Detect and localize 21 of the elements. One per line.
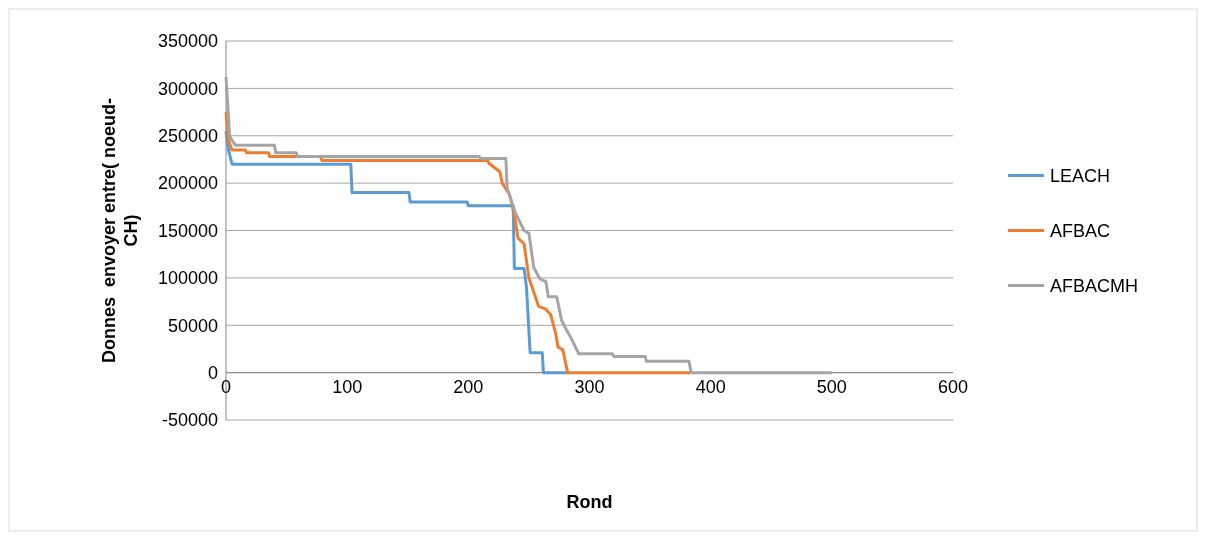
x-axis-title: Rond	[566, 492, 613, 512]
legend-label: AFBAC	[1050, 220, 1111, 241]
y-tick-label: 0	[207, 362, 218, 383]
y-tick-label: -50000	[161, 410, 218, 431]
x-tick-label: 100	[332, 376, 363, 397]
y-tick-label: 250000	[157, 126, 218, 147]
y-tick-label: 100000	[157, 268, 218, 289]
y-tick-label: 200000	[157, 173, 218, 194]
x-tick-label: 200	[453, 376, 484, 397]
x-tick-label: 0	[220, 376, 232, 397]
x-tick-label: 500	[816, 376, 847, 397]
y-tick-label: 150000	[157, 220, 218, 241]
x-tick-label: 600	[937, 376, 969, 397]
x-tick-label: 300	[574, 376, 605, 397]
x-tick-label: 400	[695, 376, 726, 397]
legend-label: LEACH	[1050, 165, 1111, 186]
y-tick-label: 350000	[157, 31, 218, 52]
y-tick-label: 300000	[157, 78, 218, 99]
legend-label: AFBACMH	[1050, 275, 1139, 296]
y-axis-title: Donnes envoyer entre( noeud-CH)	[99, 97, 141, 364]
y-tick-label: 50000	[167, 315, 218, 336]
